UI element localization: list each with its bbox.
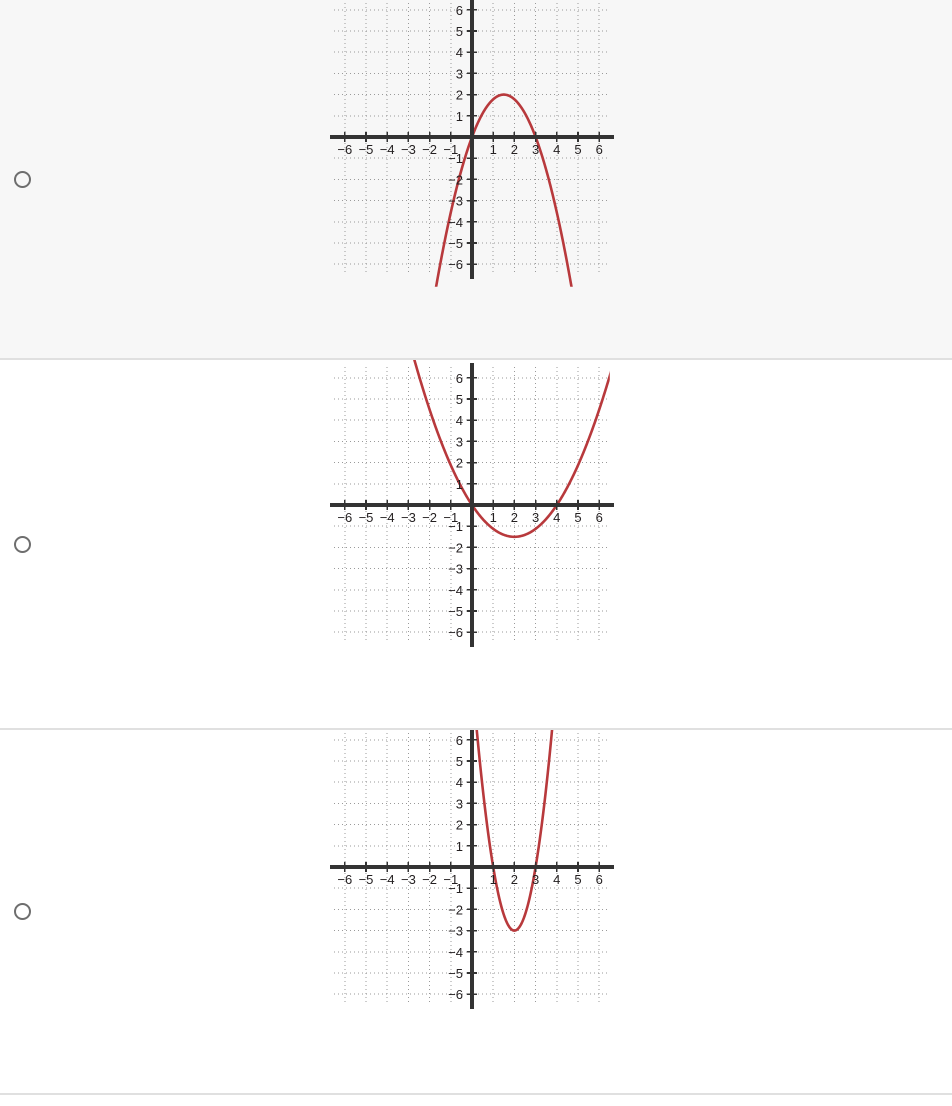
svg-text:6: 6 [456, 733, 463, 748]
svg-text:−6: −6 [448, 987, 463, 1002]
svg-text:1: 1 [490, 872, 497, 887]
graph-container-option-b: −6 −5 −4 −3 −2 −1 1 2 3 4 5 6 6 5 4 3 2 1 −1 −2 −3 −4 −5 −6 [0, 360, 952, 728]
svg-text:5: 5 [456, 392, 463, 407]
svg-text:5: 5 [456, 754, 463, 769]
svg-text:−6: −6 [448, 625, 463, 640]
svg-text:−3: −3 [448, 924, 463, 939]
svg-text:6: 6 [596, 872, 603, 887]
svg-text:−3: −3 [448, 194, 463, 209]
svg-text:3: 3 [456, 796, 463, 811]
svg-text:−2: −2 [422, 510, 437, 525]
svg-text:1: 1 [490, 142, 497, 157]
svg-text:2: 2 [511, 872, 518, 887]
svg-text:−2: −2 [422, 142, 437, 157]
svg-text:2: 2 [456, 456, 463, 471]
svg-text:−4: −4 [380, 510, 395, 525]
svg-text:6: 6 [456, 3, 463, 18]
svg-text:−5: −5 [359, 872, 374, 887]
graph-container-option-a: −6 −5 −4 −3 −2 −1 1 2 3 4 5 6 6 5 4 3 2 1 −1 −2 −3 −4 −5 −6 [0, 0, 952, 358]
svg-text:−2: −2 [448, 540, 463, 555]
svg-text:1: 1 [456, 109, 463, 124]
radio-wrap-option-b [0, 360, 44, 728]
svg-text:−5: −5 [359, 510, 374, 525]
svg-text:−2: −2 [448, 902, 463, 917]
radio-button-option-c[interactable] [13, 903, 31, 920]
answer-choice-option-a[interactable]: −6 −5 −4 −3 −2 −1 1 2 3 4 5 6 6 5 4 3 2 1 −1 −2 −3 −4 −5 −6 [0, 0, 952, 360]
svg-text:−5: −5 [448, 966, 463, 981]
svg-text:−5: −5 [448, 604, 463, 619]
svg-text:−1: −1 [443, 872, 458, 887]
svg-text:4: 4 [456, 45, 463, 60]
svg-text:−6: −6 [448, 257, 463, 272]
svg-text:−4: −4 [380, 142, 395, 157]
graph-container-option-c: −6 −5 −4 −3 −2 −1 1 2 3 4 5 6 6 5 4 3 2 1 −1 −2 −3 −4 −5 −6 [0, 730, 952, 1093]
svg-text:−3: −3 [401, 872, 416, 887]
svg-text:−4: −4 [380, 872, 395, 887]
svg-text:1: 1 [456, 839, 463, 854]
svg-text:2: 2 [511, 510, 518, 525]
svg-text:−1: −1 [443, 142, 458, 157]
svg-text:4: 4 [553, 510, 560, 525]
svg-text:−1: −1 [448, 151, 463, 166]
svg-text:5: 5 [574, 142, 581, 157]
radio-button-option-b[interactable] [13, 535, 31, 553]
svg-text:4: 4 [456, 775, 463, 790]
svg-text:−5: −5 [359, 142, 374, 157]
svg-text:5: 5 [574, 872, 581, 887]
answer-choice-option-b[interactable]: −6 −5 −4 −3 −2 −1 1 2 3 4 5 6 6 5 4 3 2 1 −1 −2 −3 −4 −5 −6 [0, 360, 952, 730]
svg-text:−3: −3 [448, 562, 463, 577]
svg-text:−6: −6 [337, 872, 352, 887]
svg-text:−3: −3 [401, 142, 416, 157]
svg-text:3: 3 [532, 872, 539, 887]
svg-text:1: 1 [490, 510, 497, 525]
svg-text:2: 2 [456, 88, 463, 103]
svg-text:4: 4 [553, 872, 560, 887]
svg-text:−6: −6 [337, 142, 352, 157]
svg-text:2: 2 [456, 818, 463, 833]
radio-button-option-a[interactable] [13, 170, 31, 188]
svg-text:−4: −4 [448, 945, 463, 960]
svg-text:4: 4 [456, 413, 463, 428]
svg-text:6: 6 [456, 371, 463, 386]
svg-text:6: 6 [596, 142, 603, 157]
svg-text:−5: −5 [448, 236, 463, 251]
radio-wrap-option-c [0, 730, 44, 1093]
svg-text:−6: −6 [337, 510, 352, 525]
svg-text:−4: −4 [448, 583, 463, 598]
svg-text:−1: −1 [448, 881, 463, 896]
svg-text:3: 3 [532, 510, 539, 525]
svg-text:4: 4 [553, 142, 560, 157]
svg-text:−2: −2 [422, 872, 437, 887]
svg-text:5: 5 [456, 24, 463, 39]
svg-text:3: 3 [456, 434, 463, 449]
svg-text:−1: −1 [448, 519, 463, 534]
answer-choice-option-c[interactable]: −6 −5 −4 −3 −2 −1 1 2 3 4 5 6 6 5 4 3 2 1 −1 −2 −3 −4 −5 −6 [0, 730, 952, 1095]
svg-text:−2: −2 [448, 172, 463, 187]
svg-text:2: 2 [511, 142, 518, 157]
svg-text:6: 6 [596, 510, 603, 525]
svg-text:3: 3 [532, 142, 539, 157]
svg-text:3: 3 [456, 66, 463, 81]
svg-text:−4: −4 [448, 215, 463, 230]
svg-text:5: 5 [574, 510, 581, 525]
radio-wrap-option-a [0, 0, 44, 358]
svg-text:−1: −1 [443, 510, 458, 525]
svg-text:1: 1 [456, 477, 463, 492]
svg-text:−3: −3 [401, 510, 416, 525]
